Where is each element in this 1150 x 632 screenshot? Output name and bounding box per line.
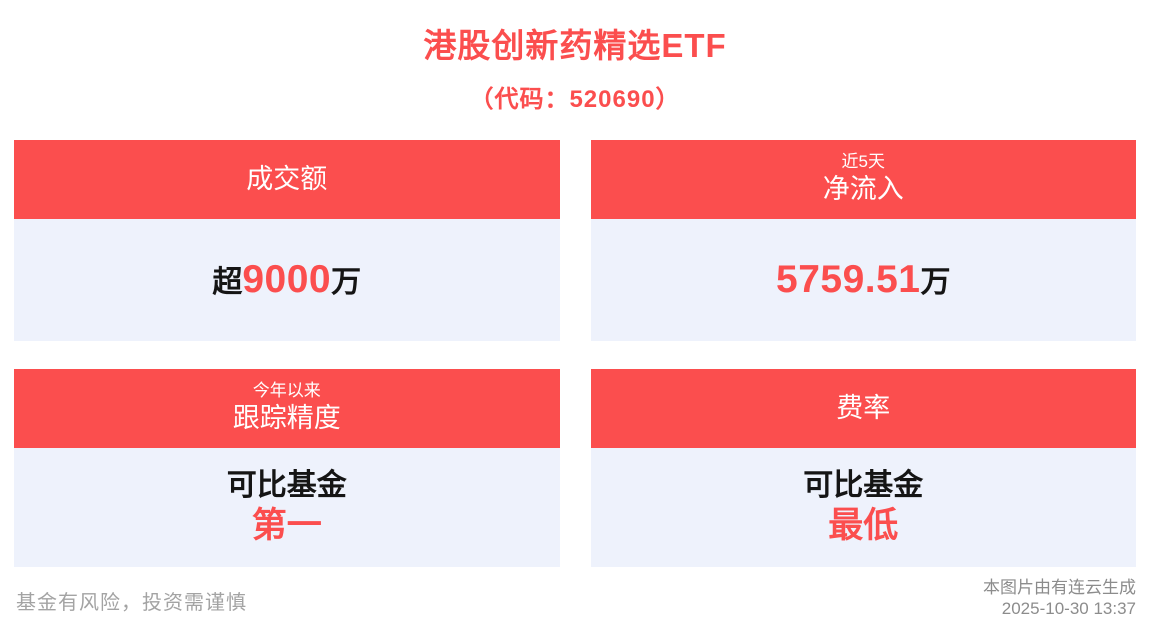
value-highlight: 第一 xyxy=(251,506,322,546)
value-text: 可比基金 xyxy=(226,468,347,502)
risk-disclaimer: 基金有风险，投资需谨慎 xyxy=(16,592,247,614)
timestamp: 2025-10-30 13:37 xyxy=(1001,599,1136,619)
page-subtitle: （代码：520690） xyxy=(469,85,681,113)
value-text: 超 xyxy=(212,265,243,299)
card-header-line: 今年以来 xyxy=(252,381,321,401)
card-turnover: 成交额 超9000万 xyxy=(14,140,560,341)
card-tracking-accuracy: 今年以来 跟踪精度 可比基金第一 xyxy=(14,369,560,567)
card-value: 超9000万 xyxy=(14,219,560,341)
card-header: 成交额 xyxy=(14,140,560,219)
credit-line: 本图片由有连云生成 xyxy=(983,577,1136,597)
value-highlight: 最低 xyxy=(828,506,899,546)
card-value-line: 超9000万 xyxy=(212,258,361,303)
card-value-line: 可比基金 xyxy=(227,469,347,504)
card-header-line: 费率 xyxy=(836,392,891,423)
card-value-line: 5759.51万 xyxy=(776,258,950,303)
card-value-line: 最低 xyxy=(828,506,898,546)
stats-grid: 成交额 超9000万 近5天 净流入 5759.51万 今年以来 跟踪精度 可比基金… xyxy=(14,140,1136,567)
generator-credit: 本图片由有连云生成 2025-10-30 13:37 xyxy=(983,577,1136,621)
card-value: 可比基金 第一 xyxy=(14,448,560,567)
card-value: 5759.51万 xyxy=(590,219,1136,341)
card-header: 近5天 净流入 xyxy=(590,140,1136,219)
value-text: 万 xyxy=(920,265,951,299)
card-header-line: 净流入 xyxy=(822,173,904,204)
card-value-line: 第一 xyxy=(252,506,322,546)
page-title: 港股创新药精选ETF xyxy=(423,27,727,64)
card-value-line: 可比基金 xyxy=(803,469,923,504)
value-highlight: 9000 xyxy=(242,257,332,301)
value-highlight: 5759.51 xyxy=(776,257,921,301)
card-net-inflow-5d: 近5天 净流入 5759.51万 xyxy=(590,140,1136,341)
card-header-line: 跟踪精度 xyxy=(232,402,341,433)
card-header: 今年以来 跟踪精度 xyxy=(14,369,560,448)
value-text: 可比基金 xyxy=(803,468,924,502)
poster-header: 港股创新药精选ETF （代码：520690） xyxy=(0,0,1150,114)
card-fee-rate: 费率 可比基金 最低 xyxy=(590,369,1136,567)
card-value: 可比基金 最低 xyxy=(590,448,1136,567)
card-header-line: 成交额 xyxy=(246,163,328,194)
value-text: 万 xyxy=(331,265,362,299)
card-header-line: 近5天 xyxy=(841,152,885,172)
card-header: 费率 xyxy=(590,369,1136,448)
